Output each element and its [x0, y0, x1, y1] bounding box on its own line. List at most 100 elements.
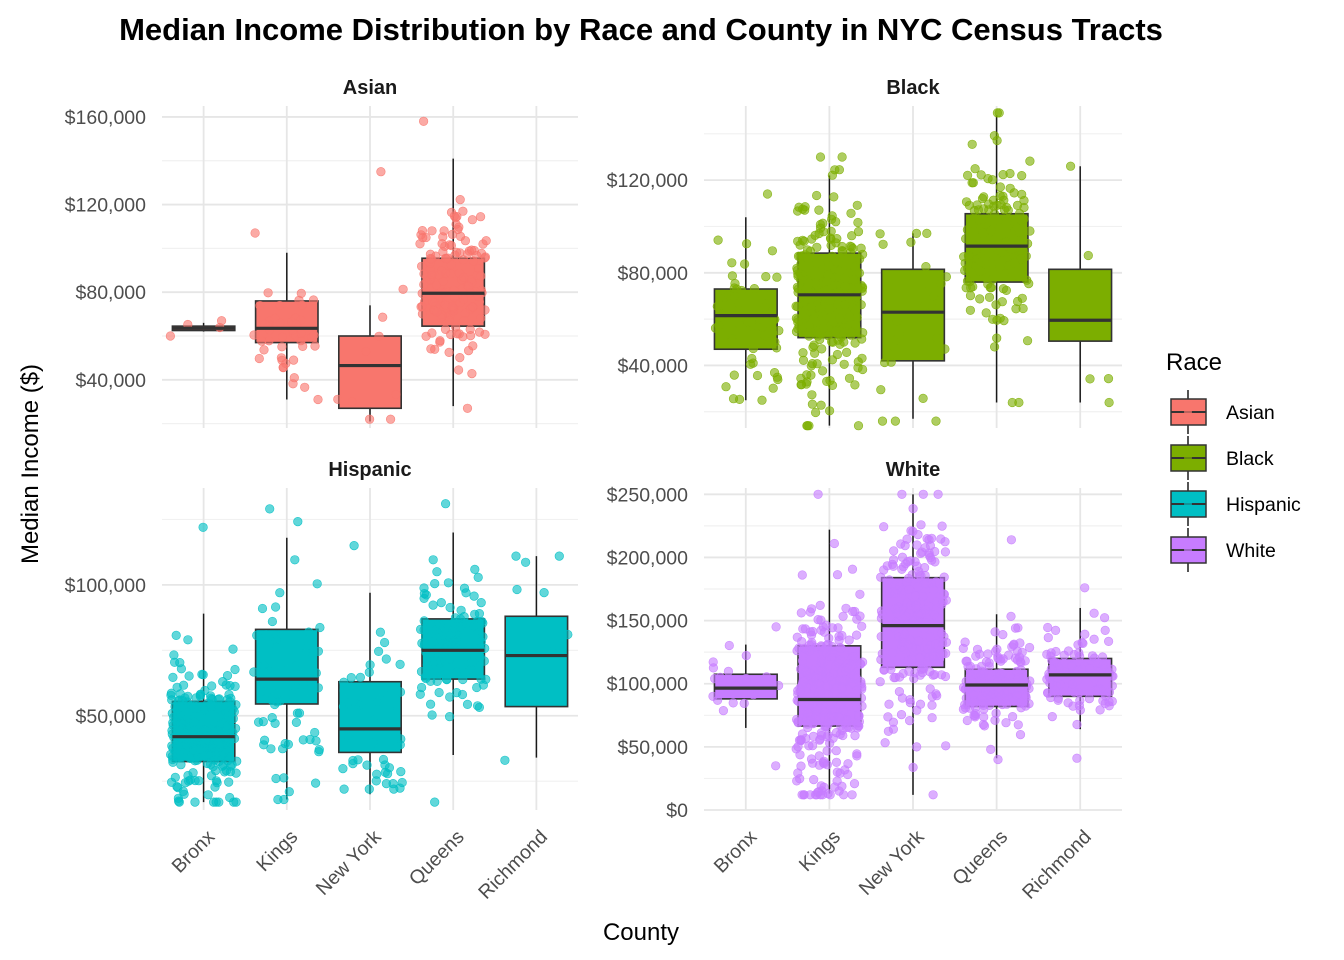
data-point	[1006, 535, 1017, 545]
data-point	[228, 644, 238, 654]
data-point	[901, 611, 911, 621]
data-point	[804, 741, 814, 751]
data-point	[927, 692, 937, 702]
data-point	[774, 326, 784, 336]
data-point	[793, 271, 803, 281]
data-point	[890, 343, 900, 353]
data-point	[815, 152, 826, 162]
data-point	[817, 366, 828, 376]
data-point	[939, 589, 949, 599]
data-point	[1067, 679, 1077, 690]
y-tick-label: $200,000	[607, 547, 688, 569]
jitter-points	[338, 540, 407, 794]
data-point	[897, 489, 907, 499]
data-point	[809, 774, 819, 785]
data-point	[970, 164, 980, 174]
data-point	[826, 226, 836, 236]
data-point	[308, 295, 319, 305]
data-point	[919, 579, 930, 589]
data-point	[821, 647, 831, 657]
data-point	[721, 382, 731, 392]
data-point	[761, 672, 772, 682]
data-point	[266, 744, 276, 754]
data-point	[734, 299, 744, 309]
data-point	[835, 339, 845, 349]
data-point	[1063, 698, 1073, 708]
data-point	[467, 215, 478, 225]
jitter-points	[1065, 161, 1114, 408]
data-point	[991, 708, 1001, 718]
data-point	[979, 721, 990, 731]
data-point	[1016, 665, 1026, 675]
data-point	[419, 593, 429, 604]
jitter-points	[708, 622, 784, 771]
box-queens	[415, 116, 491, 413]
data-point	[266, 684, 276, 695]
data-point	[456, 605, 466, 615]
data-point	[822, 746, 832, 756]
data-point	[467, 302, 478, 312]
data-point	[186, 753, 196, 763]
jitter-points	[1042, 583, 1118, 763]
data-point	[419, 616, 429, 626]
data-point	[796, 761, 806, 771]
data-point	[1014, 397, 1024, 408]
data-point	[228, 704, 238, 714]
data-point	[417, 261, 427, 271]
data-point	[467, 369, 477, 379]
legend-label: White	[1226, 540, 1276, 562]
legend-title: Race	[1166, 349, 1222, 376]
y-tick-label: $100,000	[607, 674, 688, 696]
data-point	[913, 610, 923, 620]
data-point	[889, 546, 899, 556]
x-tick-label: Kings	[252, 826, 302, 876]
data-point	[210, 726, 220, 736]
data-point	[172, 781, 182, 792]
data-point	[798, 677, 808, 687]
data-point	[920, 300, 930, 311]
data-point	[876, 385, 886, 395]
data-point	[338, 763, 348, 774]
data-point	[816, 781, 826, 791]
data-point	[998, 284, 1009, 294]
data-point	[735, 320, 745, 330]
data-point	[882, 561, 892, 571]
data-point	[987, 275, 997, 285]
data-point	[854, 254, 865, 264]
data-point	[961, 234, 971, 244]
data-point	[427, 254, 437, 264]
data-point	[925, 666, 935, 677]
y-tick-label: $160,000	[65, 107, 146, 129]
data-point	[1012, 200, 1023, 210]
data-point	[1099, 613, 1110, 623]
box-bronx	[710, 189, 784, 405]
chart-title: Median Income Distribution by Race and C…	[119, 12, 1163, 47]
data-point	[875, 229, 885, 239]
data-point	[802, 421, 813, 431]
data-point	[892, 608, 902, 618]
data-point	[520, 557, 531, 567]
data-point	[880, 738, 890, 748]
data-point	[416, 624, 426, 635]
y-tick-label: $250,000	[607, 484, 688, 506]
data-point	[997, 297, 1007, 307]
y-tick-label: $40,000	[618, 355, 689, 377]
data-point	[805, 246, 816, 256]
data-point	[981, 308, 991, 318]
data-point	[304, 627, 314, 637]
data-point	[749, 284, 760, 294]
facet-hispanic: Hispanic $50,000 $100,000 Bronx Kings New Yor…	[65, 459, 578, 904]
data-point	[372, 769, 382, 779]
data-point	[270, 718, 280, 729]
data-point	[797, 570, 807, 580]
data-point	[393, 740, 403, 751]
data-point	[563, 629, 573, 640]
data-point	[845, 661, 855, 671]
jitter-points	[333, 167, 408, 424]
data-point	[902, 597, 912, 607]
data-point	[904, 634, 915, 644]
data-point	[275, 318, 285, 328]
data-point	[257, 686, 267, 696]
legend-label: Black	[1226, 448, 1274, 470]
data-point	[726, 675, 736, 686]
